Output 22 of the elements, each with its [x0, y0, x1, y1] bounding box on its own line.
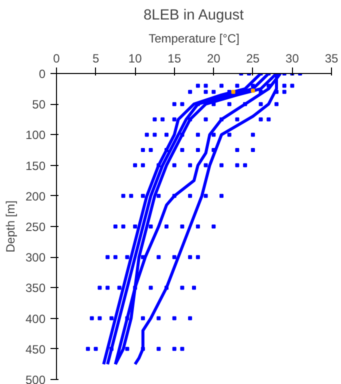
y-tick-label: 250 — [25, 220, 46, 234]
y-tick-label: 300 — [25, 250, 46, 265]
x-tick-label: 25 — [246, 52, 260, 66]
y-tick-label: 400 — [25, 312, 46, 326]
x-tick-label: 35 — [324, 52, 338, 66]
x-tick-label: 10 — [128, 52, 142, 66]
y-tick-label: 500 — [25, 373, 46, 384]
x-tick-label: 15 — [168, 52, 182, 66]
chart-title: 8LEB in August — [143, 8, 244, 24]
x-tick-label: 30 — [286, 52, 300, 66]
y-axis-title: Depth [m] — [3, 200, 18, 253]
x-tick-label: 5 — [92, 52, 100, 66]
y-tick-label: 0 — [38, 67, 46, 81]
y-tick-label: 50 — [32, 98, 46, 112]
y-tick-label: 150 — [25, 158, 46, 173]
y-tick-label: 100 — [25, 128, 46, 142]
x-tick-label: 0 — [53, 52, 60, 66]
y-tick-label: 200 — [25, 189, 46, 204]
y-tick-label: 350 — [25, 281, 46, 296]
y-tick-label: 450 — [25, 342, 46, 356]
x-axis-title: Temperature [°C] — [148, 32, 240, 46]
x-tick-label: 20 — [206, 52, 221, 66]
